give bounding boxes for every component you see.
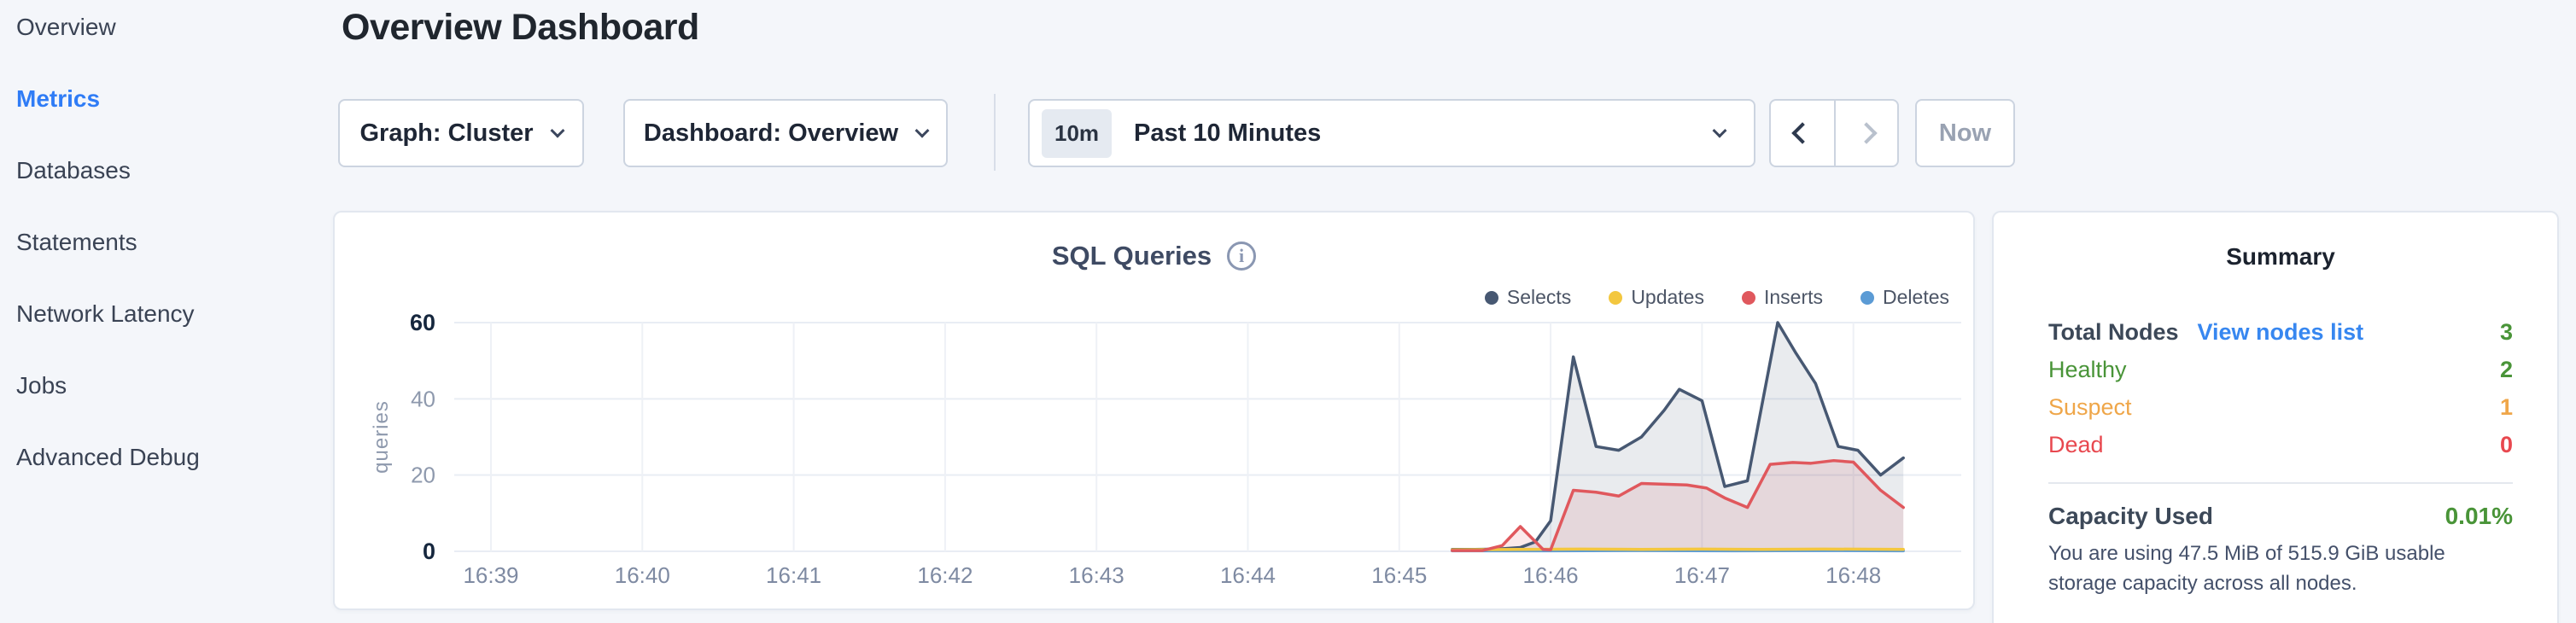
time-step-buttons	[1769, 99, 1899, 167]
graph-dropdown-label: Graph: Cluster	[359, 119, 534, 147]
suspect-label: Suspect	[2048, 393, 2132, 420]
svg-text:16:39: 16:39	[463, 562, 518, 588]
summary-row-healthy: Healthy 2	[2048, 351, 2513, 388]
sidebar-item-metrics[interactable]: Metrics	[16, 85, 101, 112]
sidebar: Overview Metrics Databases Statements Ne…	[0, 0, 338, 623]
updates-dot-icon	[1609, 290, 1623, 305]
sidebar-item-advanced-debug[interactable]: Advanced Debug	[16, 444, 200, 470]
summary-row-suspect: Suspect 1	[2048, 388, 2513, 426]
dead-value: 0	[2499, 431, 2513, 457]
legend-item-updates[interactable]: Updates	[1609, 286, 1704, 309]
svg-text:16:48: 16:48	[1825, 562, 1881, 588]
page-title: Overview Dashboard	[342, 7, 699, 48]
time-window-badge: 10m	[1042, 108, 1113, 158]
summary-divider	[2048, 482, 2513, 484]
summary-row-total-nodes: Total Nodes View nodes list 3	[2048, 313, 2513, 351]
summary-title: Summary	[2226, 243, 2335, 270]
suspect-value: 1	[2499, 393, 2513, 420]
summary-panel: Summary Total Nodes View nodes list 3 He…	[1992, 211, 2559, 623]
svg-text:16:46: 16:46	[1523, 562, 1579, 588]
controls-divider	[994, 94, 996, 171]
svg-text:queries: queries	[370, 400, 393, 474]
total-nodes-value: 3	[2499, 318, 2513, 345]
dashboard-dropdown[interactable]: Dashboard: Overview	[623, 99, 948, 167]
svg-text:16:40: 16:40	[615, 562, 670, 588]
chevron-down-icon	[1712, 123, 1727, 138]
healthy-label: Healthy	[2048, 356, 2127, 382]
svg-text:60: 60	[410, 310, 435, 335]
sql-queries-chart[interactable]: 16:39 16:40 16:41 16:42 16:43 16:44 16:45 16:46…	[335, 213, 1977, 612]
info-icon[interactable]: i	[1227, 242, 1257, 271]
sidebar-item-jobs[interactable]: Jobs	[16, 372, 67, 399]
next-time-button[interactable]	[1834, 101, 1897, 166]
svg-text:16:42: 16:42	[917, 562, 973, 588]
sidebar-item-overview[interactable]: Overview	[16, 14, 116, 40]
time-window-label: Past 10 Minutes	[1134, 119, 1322, 147]
summary-row-dead: Dead 0	[2048, 426, 2513, 463]
capacity-used-value: 0.01%	[2445, 503, 2513, 529]
svg-text:16:47: 16:47	[1674, 562, 1730, 588]
svg-text:40: 40	[411, 386, 435, 411]
graph-dropdown[interactable]: Graph: Cluster	[338, 99, 584, 167]
prev-time-button[interactable]	[1771, 101, 1834, 166]
svg-text:16:41: 16:41	[766, 562, 821, 588]
dashboard-dropdown-label: Dashboard: Overview	[643, 119, 899, 147]
total-nodes-label: Total Nodes	[2048, 318, 2179, 345]
svg-text:16:44: 16:44	[1220, 562, 1276, 588]
sidebar-item-network-latency[interactable]: Network Latency	[16, 300, 195, 327]
chevron-down-icon	[550, 123, 565, 138]
now-button[interactable]: Now	[1915, 99, 2015, 167]
legend-item-inserts[interactable]: Inserts	[1741, 286, 1823, 309]
legend-item-selects[interactable]: Selects	[1484, 286, 1571, 309]
capacity-description: You are using 47.5 MiB of 515.9 GiB usab…	[2048, 542, 2445, 595]
healthy-value: 2	[2499, 356, 2513, 382]
capacity-used-label: Capacity Used	[2048, 503, 2213, 529]
chart-title: SQL Queries	[1051, 241, 1212, 271]
chevron-right-icon	[1855, 122, 1878, 144]
chevron-down-icon	[914, 123, 930, 138]
selects-dot-icon	[1484, 290, 1498, 305]
dead-label: Dead	[2048, 431, 2104, 457]
chevron-left-icon	[1791, 122, 1814, 144]
view-nodes-list-link[interactable]: View nodes list	[2197, 318, 2364, 345]
svg-text:16:45: 16:45	[1371, 562, 1427, 588]
sidebar-item-databases[interactable]: Databases	[16, 157, 131, 183]
inserts-dot-icon	[1741, 290, 1755, 305]
svg-text:0: 0	[423, 539, 435, 564]
deletes-dot-icon	[1860, 290, 1875, 305]
svg-text:16:43: 16:43	[1069, 562, 1124, 588]
svg-text:20: 20	[411, 463, 435, 488]
sidebar-item-statements[interactable]: Statements	[16, 229, 137, 255]
sql-queries-chart-card: 16:39 16:40 16:41 16:42 16:43 16:44 16:45 16:46…	[333, 211, 1975, 610]
time-window-selector[interactable]: 10m Past 10 Minutes	[1028, 99, 1755, 167]
chart-legend: Selects Updates Inserts Deletes	[1484, 286, 1949, 309]
legend-item-deletes[interactable]: Deletes	[1860, 286, 1949, 309]
now-button-label: Now	[1938, 119, 1992, 147]
